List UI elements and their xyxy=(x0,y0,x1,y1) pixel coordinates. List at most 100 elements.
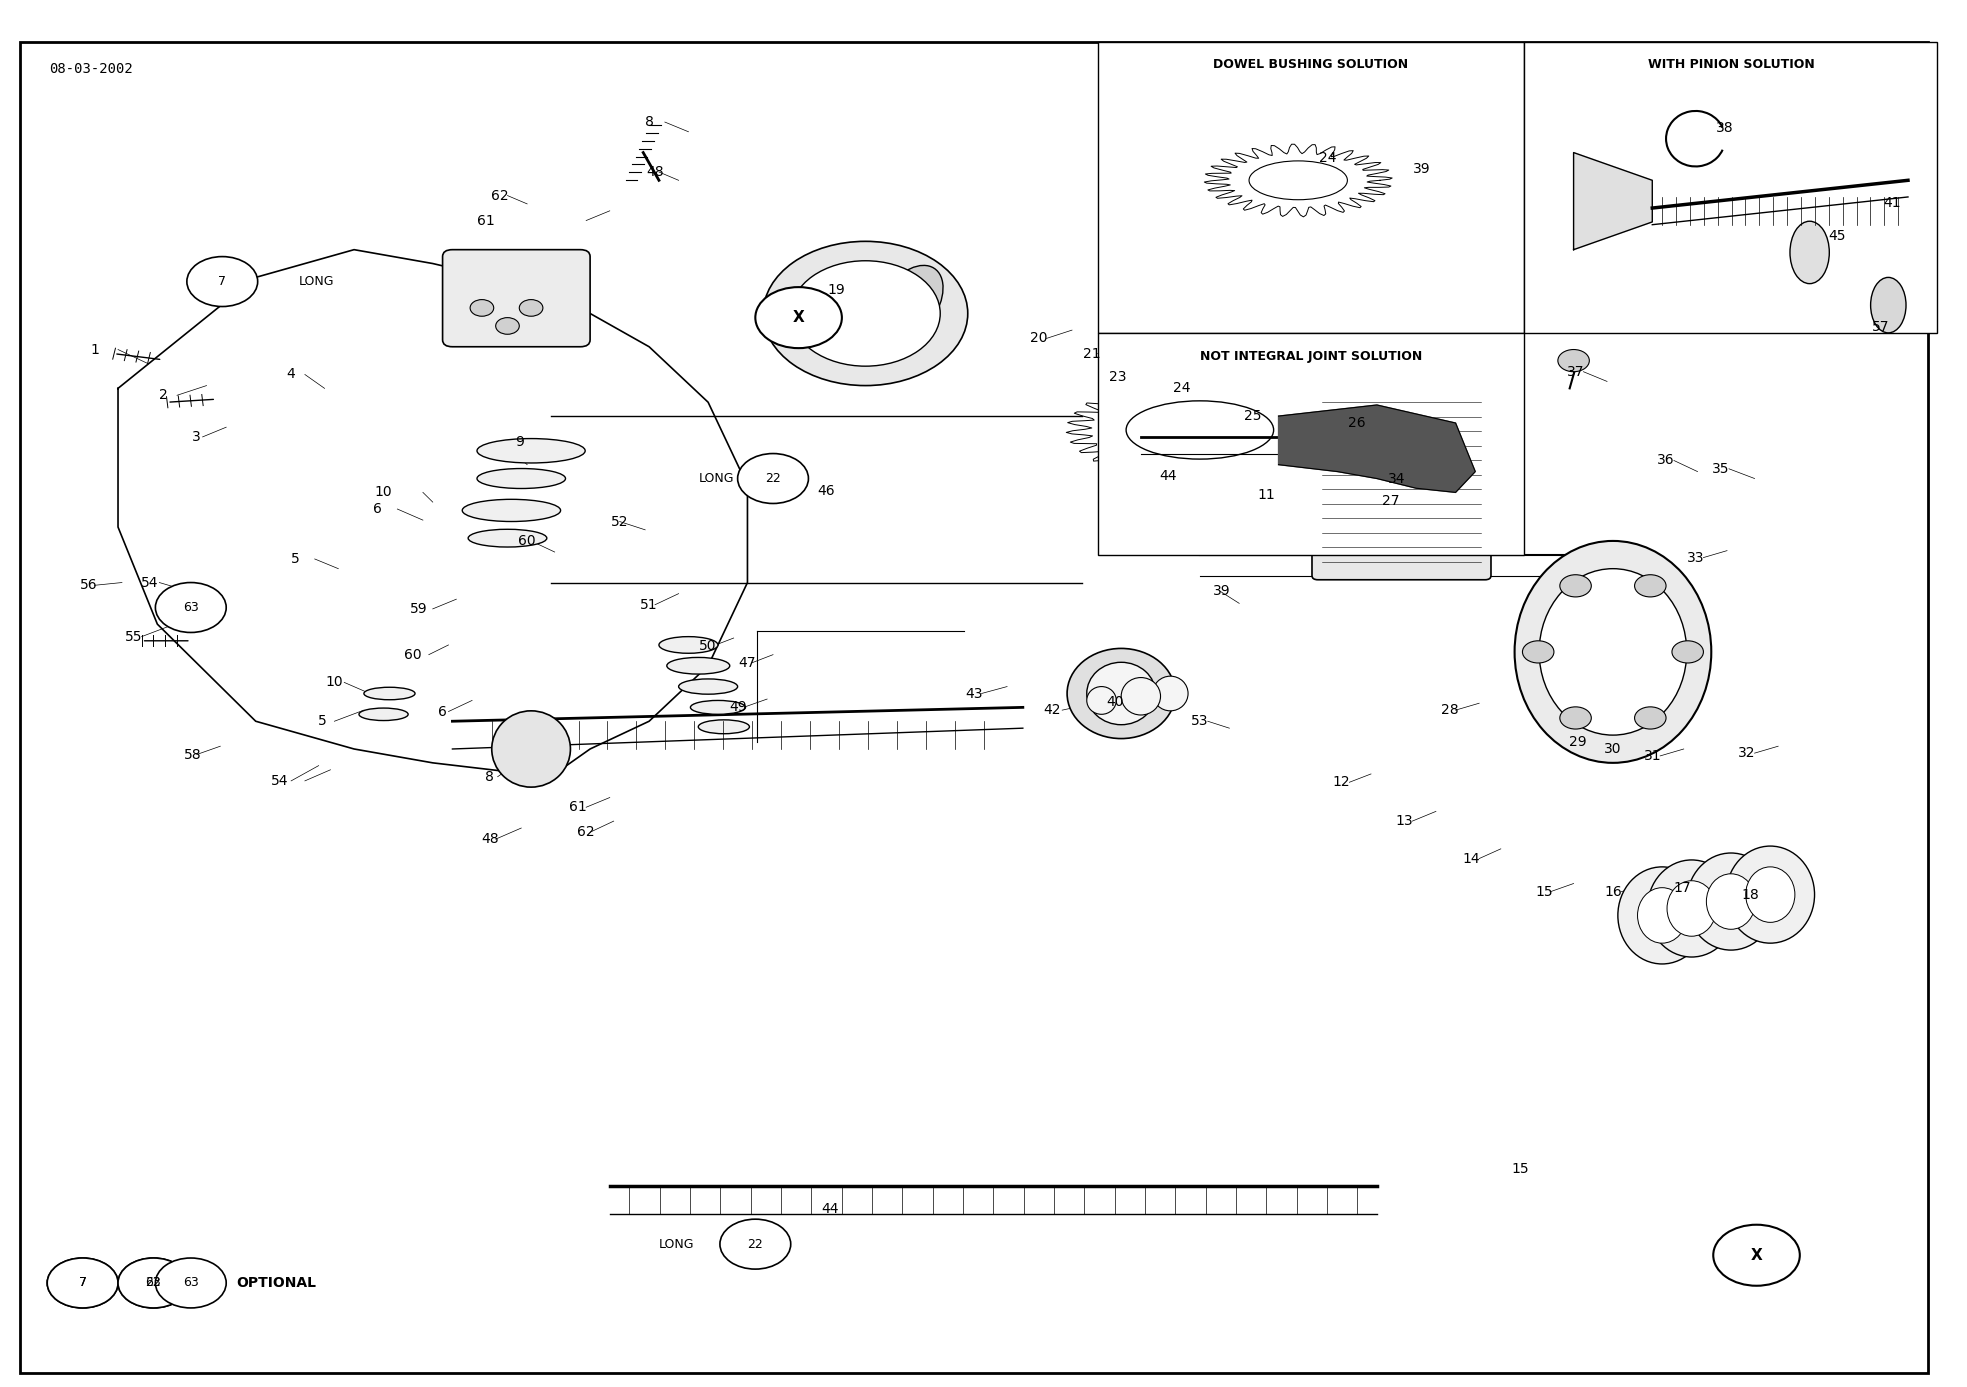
Circle shape xyxy=(187,257,258,307)
Text: 1: 1 xyxy=(90,343,98,356)
Text: 44: 44 xyxy=(1161,469,1176,483)
Ellipse shape xyxy=(1617,867,1707,964)
Text: 8: 8 xyxy=(486,770,494,784)
Text: LONG: LONG xyxy=(1180,488,1216,502)
Ellipse shape xyxy=(478,438,586,463)
Text: 44: 44 xyxy=(822,1203,838,1216)
Text: 39: 39 xyxy=(1214,584,1229,598)
Text: 2: 2 xyxy=(159,388,167,402)
Text: X: X xyxy=(793,311,805,325)
Text: WITH PINION SOLUTION: WITH PINION SOLUTION xyxy=(1648,58,1814,71)
Text: 60: 60 xyxy=(519,534,535,548)
Circle shape xyxy=(1713,1225,1800,1286)
Text: 58: 58 xyxy=(185,748,201,761)
Text: 26: 26 xyxy=(1349,416,1365,430)
Ellipse shape xyxy=(679,678,738,694)
Ellipse shape xyxy=(1745,867,1794,922)
Text: LONG: LONG xyxy=(299,275,334,288)
Text: 15: 15 xyxy=(1536,885,1552,899)
Polygon shape xyxy=(1279,405,1475,492)
Text: 37: 37 xyxy=(1568,365,1583,379)
Text: 6: 6 xyxy=(439,705,447,718)
Text: 63: 63 xyxy=(183,601,199,614)
Text: 63: 63 xyxy=(146,1276,161,1290)
Ellipse shape xyxy=(1727,846,1814,943)
Text: 24: 24 xyxy=(1174,381,1190,395)
Text: 61: 61 xyxy=(568,800,588,814)
Circle shape xyxy=(1558,350,1589,372)
Text: 21: 21 xyxy=(1084,347,1100,361)
Ellipse shape xyxy=(1086,663,1155,724)
Ellipse shape xyxy=(462,499,561,522)
Circle shape xyxy=(1672,641,1703,663)
Text: 22: 22 xyxy=(747,1237,763,1251)
Circle shape xyxy=(1522,641,1554,663)
Text: 15: 15 xyxy=(1513,1162,1528,1176)
Text: 13: 13 xyxy=(1397,814,1412,828)
Text: 6: 6 xyxy=(374,502,382,516)
Text: 52: 52 xyxy=(612,515,627,528)
Circle shape xyxy=(1560,574,1591,596)
Ellipse shape xyxy=(358,709,407,721)
Ellipse shape xyxy=(1666,881,1715,936)
Ellipse shape xyxy=(698,720,749,734)
Text: 24: 24 xyxy=(1320,151,1336,165)
Text: 8: 8 xyxy=(645,115,653,129)
Text: 54: 54 xyxy=(271,774,287,788)
Text: DOWEL BUSHING SOLUTION: DOWEL BUSHING SOLUTION xyxy=(1214,58,1408,71)
Ellipse shape xyxy=(1121,678,1161,716)
Text: 11: 11 xyxy=(1257,488,1277,502)
Text: 3: 3 xyxy=(193,430,201,444)
Text: 22: 22 xyxy=(765,472,781,485)
Text: 62: 62 xyxy=(492,189,507,203)
Text: LONG: LONG xyxy=(659,1237,694,1251)
Text: 59: 59 xyxy=(411,602,427,616)
Text: 48: 48 xyxy=(482,832,498,846)
Circle shape xyxy=(1560,707,1591,730)
Circle shape xyxy=(155,583,226,632)
Text: 35: 35 xyxy=(1713,462,1729,476)
Circle shape xyxy=(519,300,543,316)
Ellipse shape xyxy=(1705,874,1755,929)
Text: 50: 50 xyxy=(700,639,716,653)
Ellipse shape xyxy=(1871,277,1906,333)
Ellipse shape xyxy=(1790,222,1829,284)
Text: 25: 25 xyxy=(1245,409,1261,423)
Text: 17: 17 xyxy=(1674,881,1690,895)
Circle shape xyxy=(118,1258,189,1308)
Ellipse shape xyxy=(1249,161,1347,200)
Polygon shape xyxy=(1574,153,1652,250)
Circle shape xyxy=(47,1258,118,1308)
Ellipse shape xyxy=(364,688,415,699)
Text: 10: 10 xyxy=(376,485,391,499)
Circle shape xyxy=(1635,574,1666,596)
Text: NOT INTEGRAL JOINT SOLUTION: NOT INTEGRAL JOINT SOLUTION xyxy=(1200,350,1422,362)
Text: 28: 28 xyxy=(1442,703,1458,717)
Text: 32: 32 xyxy=(1739,746,1755,760)
Bar xyxy=(1098,42,1524,333)
Text: 54: 54 xyxy=(142,576,157,589)
Text: 61: 61 xyxy=(476,214,496,227)
Ellipse shape xyxy=(1153,675,1188,710)
Text: 41: 41 xyxy=(1884,196,1900,209)
Bar xyxy=(1524,42,1937,333)
Ellipse shape xyxy=(1066,649,1174,738)
Text: 5: 5 xyxy=(319,714,327,728)
Text: 23: 23 xyxy=(1109,370,1125,384)
Text: 47: 47 xyxy=(740,656,755,670)
Circle shape xyxy=(47,1258,118,1308)
Circle shape xyxy=(118,1258,189,1308)
Text: 63: 63 xyxy=(183,1276,199,1290)
Circle shape xyxy=(496,318,519,334)
Bar xyxy=(1098,333,1524,555)
Text: 51: 51 xyxy=(641,598,657,612)
Text: 40: 40 xyxy=(1107,695,1123,709)
Text: 55: 55 xyxy=(126,630,142,644)
Text: 36: 36 xyxy=(1658,454,1674,467)
Ellipse shape xyxy=(1125,401,1275,459)
Text: 7: 7 xyxy=(79,1276,87,1290)
Text: 57: 57 xyxy=(1873,320,1888,334)
Text: 38: 38 xyxy=(1717,121,1733,135)
Circle shape xyxy=(1635,707,1666,730)
Text: 42: 42 xyxy=(1044,703,1060,717)
